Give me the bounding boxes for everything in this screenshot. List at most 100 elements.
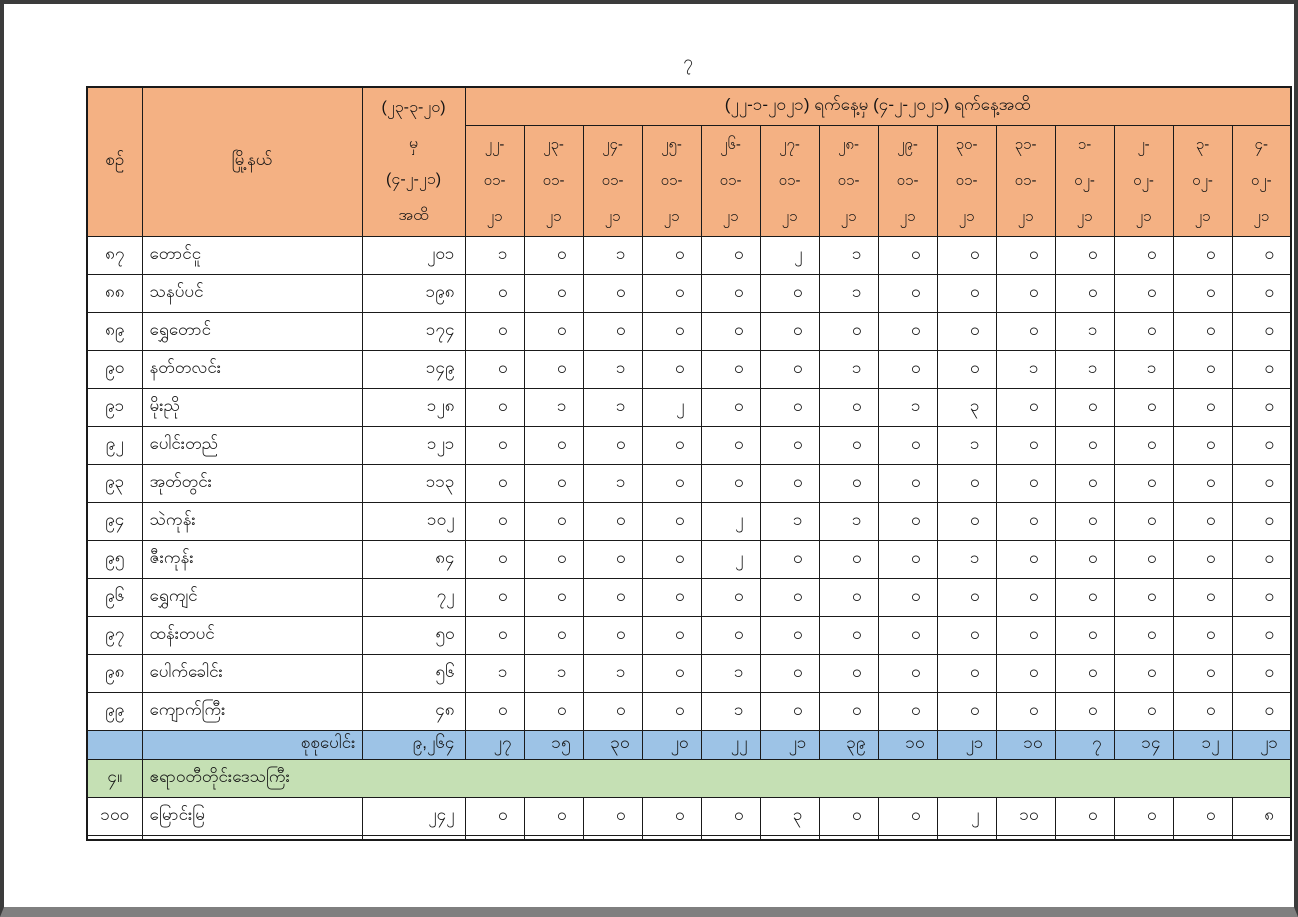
daily-cell: ၀	[1113, 273, 1174, 313]
daily-cell: ၁၄	[1113, 729, 1174, 760]
cumulative-cell: ၁၄၉	[361, 349, 466, 389]
daily-cell: ၀	[582, 425, 643, 465]
daily-cell: ၀	[1113, 577, 1174, 617]
header-date-7: ၂၈- ၀၁- ၂၁	[818, 124, 879, 237]
daily-cell: ၀	[995, 615, 1056, 655]
daily-cell: ၀	[464, 691, 525, 731]
daily-cell: ၀	[523, 539, 584, 579]
daily-cell: ၀	[995, 311, 1056, 351]
daily-cell: ၀	[759, 311, 820, 351]
daily-cell: ၀	[1172, 653, 1233, 693]
cumulative-cell: ၇၂	[361, 577, 466, 617]
header-date-5: ၂၆- ၀၁- ၂၁	[700, 124, 761, 237]
total-cumulative: ၉,၂၆၄	[361, 729, 466, 760]
daily-cell: ၁	[936, 539, 997, 579]
daily-cell: ၁	[1113, 349, 1174, 389]
daily-cell: ၀	[1172, 539, 1233, 579]
daily-cell: ၁	[523, 653, 584, 693]
cumulative-cell: ၁၉၈	[361, 273, 466, 313]
daily-cell: ၀	[582, 577, 643, 617]
daily-cell: ၀	[759, 349, 820, 389]
daily-cell: ၀	[582, 615, 643, 655]
daily-cell: ၀	[700, 273, 761, 313]
daily-cell: ၀	[1231, 311, 1292, 351]
township-row-၉၉: ၉၉ ကျောက်ကြီး ၄၈၀၀၀၀၁၀၀၀၀၀၀၀၀၀	[86, 691, 1292, 731]
daily-cell: ၀	[1172, 349, 1233, 389]
daily-cell: ၈	[1231, 796, 1292, 836]
township-cell: ပေါင်းတည်	[141, 425, 363, 465]
daily-cell: ၀	[523, 501, 584, 541]
township-cell: ဇီးကုန်း	[141, 539, 363, 579]
daily-cell: ၀	[700, 425, 761, 465]
daily-cell: ၁	[995, 349, 1056, 389]
cumulative-cell: ၁၂၈	[361, 387, 466, 427]
daily-cell: ၁	[582, 235, 643, 275]
daily-cell: ၁	[818, 235, 879, 275]
daily-cell: ၀	[523, 463, 584, 503]
daily-cell: ၀	[464, 387, 525, 427]
daily-cell: ၀	[1113, 311, 1174, 351]
daily-cell: ၀	[464, 463, 525, 503]
daily-cell: ၀	[759, 273, 820, 313]
township-cell: သဲကုန်း	[141, 501, 363, 541]
daily-cell: ၀	[759, 577, 820, 617]
daily-cell: ၀	[641, 577, 702, 617]
daily-cell: ၀	[877, 691, 938, 731]
daily-cell: ၂	[700, 539, 761, 579]
daily-cell: ၀	[877, 349, 938, 389]
daily-cell: ၀	[1231, 539, 1292, 579]
daily-cell: ၀	[1172, 425, 1233, 465]
daily-cell: ၀	[936, 501, 997, 541]
daily-cell: ၀	[759, 425, 820, 465]
daily-cell: ၀	[523, 796, 584, 836]
daily-cell: ၁၅	[523, 729, 584, 760]
daily-cell: ၀	[818, 615, 879, 655]
daily-cell: ၀	[641, 273, 702, 313]
daily-cell: ၀	[464, 501, 525, 541]
daily-cell: ၀	[1231, 501, 1292, 541]
daily-cell: ၀	[1231, 653, 1292, 693]
daily-cell: ၀	[464, 539, 525, 579]
daily-cell: ၀	[464, 273, 525, 313]
daily-cell: ၀	[936, 311, 997, 351]
daily-cell: ၀	[759, 463, 820, 503]
serial-cell: ၁၀၀	[86, 796, 143, 836]
township-cell: အုတ်တွင်း	[141, 463, 363, 503]
daily-cell: ၀	[1172, 796, 1233, 836]
daily-cell: ၀	[877, 425, 938, 465]
cumulative-cell: ၂၀၁	[361, 235, 466, 275]
page-number: ၇	[683, 52, 693, 71]
daily-cell: ၀	[523, 273, 584, 313]
header-date-12: ၂- ၀၂- ၂၁	[1113, 124, 1174, 237]
daily-cell: ၀	[582, 273, 643, 313]
daily-cell: ၀	[818, 425, 879, 465]
daily-cell: ၀	[759, 691, 820, 731]
daily-cell: ၀	[700, 577, 761, 617]
header-date-10: ၃၁- ၀၁- ၂၁	[995, 124, 1056, 237]
daily-cell: ၀	[1113, 501, 1174, 541]
daily-cell: ၁	[1054, 311, 1115, 351]
daily-cell: ၀	[1113, 463, 1174, 503]
daily-cell: ၁	[818, 349, 879, 389]
daily-cell: ၀	[1172, 691, 1233, 731]
daily-cell: ၀	[877, 273, 938, 313]
daily-cell: ၀	[877, 539, 938, 579]
daily-cell: ၀	[641, 615, 702, 655]
partial-next-row	[86, 834, 1292, 840]
daily-cell: ၀	[700, 615, 761, 655]
daily-cell: ၀	[1231, 273, 1292, 313]
daily-cell: ၀	[936, 653, 997, 693]
daily-cell: ၀	[818, 653, 879, 693]
township-cell: သနပ်ပင်	[141, 273, 363, 313]
daily-cell: ၀	[1172, 463, 1233, 503]
daily-cell: ၇	[1054, 729, 1115, 760]
township-cell: မိုးညို	[141, 387, 363, 427]
daily-cell: ၀	[936, 577, 997, 617]
header-date-4: ၂၅- ၀၁- ၂၁	[641, 124, 702, 237]
township-cell: ပေါက်ခေါင်း	[141, 653, 363, 693]
daily-cell: ၀	[936, 691, 997, 731]
daily-cell: ၀	[1172, 615, 1233, 655]
daily-cell: ၀	[700, 796, 761, 836]
township-row-၉၄: ၉၄ သဲကုန်း ၁၀၂၀၀၀၀၂၁၁၀၀၀၀၀၀၀	[86, 501, 1292, 541]
daily-cell: ၀	[523, 235, 584, 275]
